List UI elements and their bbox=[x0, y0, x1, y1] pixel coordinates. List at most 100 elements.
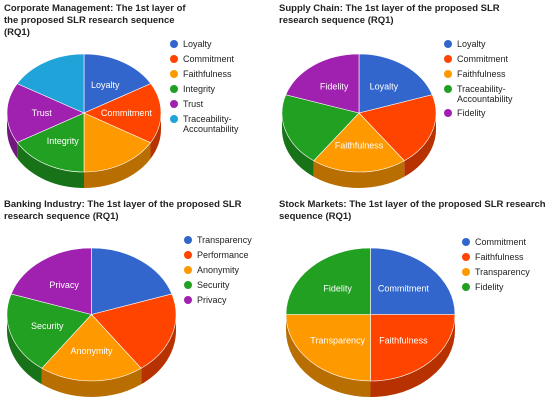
pie-chart: Anonymity Security Privacy bbox=[6, 247, 177, 397]
legend-item-faithfulness: Faithfulness bbox=[462, 252, 530, 267]
legend-label: Traceability- Accountability bbox=[183, 114, 239, 134]
slice-label-privacy: Privacy bbox=[49, 280, 79, 290]
chart-legend: Transparency Performance Anonymity Security… bbox=[184, 235, 252, 310]
pie-slice-traceability-accountability bbox=[16, 53, 85, 114]
legend-swatch bbox=[462, 268, 470, 276]
pie-slice-anonymity bbox=[41, 314, 142, 382]
legend-swatch bbox=[444, 85, 452, 93]
slice-label-trust: Trust bbox=[32, 108, 53, 118]
legend-item-traceability-accountability: Traceability- Accountability bbox=[170, 114, 239, 138]
pie-slice-loyalty bbox=[358, 53, 433, 114]
legend-swatch bbox=[444, 55, 452, 63]
legend-label: Loyalty bbox=[457, 39, 486, 49]
chart-legend: Loyalty Commitment Faithfulness Integrity Tr… bbox=[170, 39, 239, 138]
legend-item-performance: Performance bbox=[184, 250, 252, 265]
pie-side-faithfulness bbox=[313, 160, 405, 188]
legend-swatch bbox=[444, 109, 452, 117]
legend-label: Integrity bbox=[183, 84, 216, 94]
legend-swatch bbox=[462, 238, 470, 246]
legend-label: Faithfulness bbox=[457, 69, 506, 79]
legend-item-transparency: Transparency bbox=[462, 267, 530, 282]
pie-side-transparency bbox=[286, 314, 371, 397]
pie-slice-commitment bbox=[370, 247, 456, 315]
pie-side-commitment bbox=[150, 113, 161, 159]
slice-label-integrity: Integrity bbox=[47, 136, 80, 146]
legend-item-fidelity: Fidelity bbox=[444, 108, 513, 123]
pie-side-faithfulness bbox=[370, 314, 455, 397]
legend-swatch bbox=[462, 253, 470, 261]
pie-slice-security bbox=[6, 293, 93, 369]
pie-chart: Commitment Faithfulness Transparency Fideli… bbox=[285, 247, 456, 397]
pie-slice-commitment bbox=[83, 83, 162, 144]
legend-label: Faithfulness bbox=[183, 69, 232, 79]
slice-label-faithfulness: Faithfulness bbox=[379, 335, 428, 345]
pie-side-commitment bbox=[404, 113, 436, 177]
legend-label: Fidelity bbox=[457, 108, 486, 118]
legend-label: Faithfulness bbox=[475, 252, 524, 262]
legend-item-commitment: Commitment bbox=[170, 54, 239, 69]
chart-title: Stock Markets: The 1st layer of the prop… bbox=[279, 199, 546, 222]
chart-banking-industry: Banking Industry: The 1st layer of the p… bbox=[4, 199, 274, 404]
legend-swatch bbox=[184, 266, 192, 274]
legend-item-anonymity: Anonymity bbox=[184, 265, 252, 280]
pie-side-security bbox=[7, 314, 42, 385]
pie-slice-privacy bbox=[10, 247, 92, 315]
legend-item-traceability-accountability: Traceability- Accountability bbox=[444, 84, 513, 108]
legend-label: Commitment bbox=[475, 237, 527, 247]
legend-label: Transparency bbox=[475, 267, 530, 277]
legend-label: Traceability- Accountability bbox=[457, 84, 513, 104]
slice-label-anonymity: Anonymity bbox=[70, 346, 113, 356]
legend-label: Performance bbox=[197, 250, 249, 260]
pie-side-performance bbox=[141, 314, 176, 385]
pie-slice-integrity bbox=[16, 112, 85, 173]
legend-swatch bbox=[170, 40, 178, 48]
legend-swatch bbox=[462, 283, 470, 291]
pie-slice-performance bbox=[90, 293, 177, 369]
pie-slice-faithfulness bbox=[313, 112, 405, 173]
legend-item-security: Security bbox=[184, 280, 252, 295]
chart-legend: Commitment Faithfulness Transparency Fideli… bbox=[462, 237, 530, 297]
pie-side-trust bbox=[7, 113, 18, 159]
legend-label: Privacy bbox=[197, 295, 227, 305]
legend-label: Fidelity bbox=[475, 282, 504, 292]
slice-label-faithfulness: Faithfulness bbox=[335, 140, 384, 150]
legend-label: Trust bbox=[183, 99, 204, 109]
pie-chart: Loyalty Faithfulness Fidelity bbox=[281, 53, 437, 188]
legend-label: Security bbox=[197, 280, 230, 290]
pie-slice-loyalty bbox=[83, 53, 152, 114]
legend-swatch bbox=[444, 40, 452, 48]
legend-item-transparency: Transparency bbox=[184, 235, 252, 250]
pie-slice-commitment bbox=[358, 94, 437, 162]
slice-label-commitment: Commitment bbox=[101, 108, 153, 118]
chart-title: Supply Chain: The 1st layer of the propo… bbox=[279, 3, 500, 26]
legend-swatch bbox=[184, 281, 192, 289]
legend-swatch bbox=[170, 115, 178, 123]
slice-label-security: Security bbox=[31, 321, 64, 331]
legend-label: Anonymity bbox=[197, 265, 240, 275]
pie-slice-traceability-accountability bbox=[281, 94, 360, 162]
legend-item-commitment: Commitment bbox=[462, 237, 530, 252]
legend-swatch bbox=[170, 70, 178, 78]
pie-slice-transparency bbox=[285, 314, 371, 382]
legend-item-integrity: Integrity bbox=[170, 84, 239, 99]
legend-label: Transparency bbox=[197, 235, 252, 245]
slice-label-loyalty: Loyalty bbox=[370, 82, 399, 92]
legend-item-privacy: Privacy bbox=[184, 295, 252, 310]
legend-swatch bbox=[184, 236, 192, 244]
pie-slice-fidelity bbox=[285, 247, 371, 315]
pie-side-integrity bbox=[17, 142, 84, 188]
pie-slice-transparency bbox=[91, 247, 173, 315]
pie-chart: Loyalty Commitment Integrity Trust bbox=[6, 53, 162, 188]
chart-stock-markets: Stock Markets: The 1st layer of the prop… bbox=[279, 199, 547, 404]
legend-item-commitment: Commitment bbox=[444, 54, 513, 69]
legend-item-loyalty: Loyalty bbox=[444, 39, 513, 54]
chart-supply-chain: Supply Chain: The 1st layer of the propo… bbox=[279, 3, 547, 193]
legend-label: Commitment bbox=[457, 54, 509, 64]
pie-side-anonymity bbox=[41, 368, 142, 397]
legend-swatch bbox=[184, 251, 192, 259]
legend-item-loyalty: Loyalty bbox=[170, 39, 239, 54]
chart-corporate-management: Corporate Management: The 1st layer of t… bbox=[4, 3, 274, 193]
pie-side-traceability-accountability bbox=[282, 113, 314, 177]
legend-item-trust: Trust bbox=[170, 99, 239, 114]
chart-title: Corporate Management: The 1st layer of t… bbox=[4, 3, 186, 38]
